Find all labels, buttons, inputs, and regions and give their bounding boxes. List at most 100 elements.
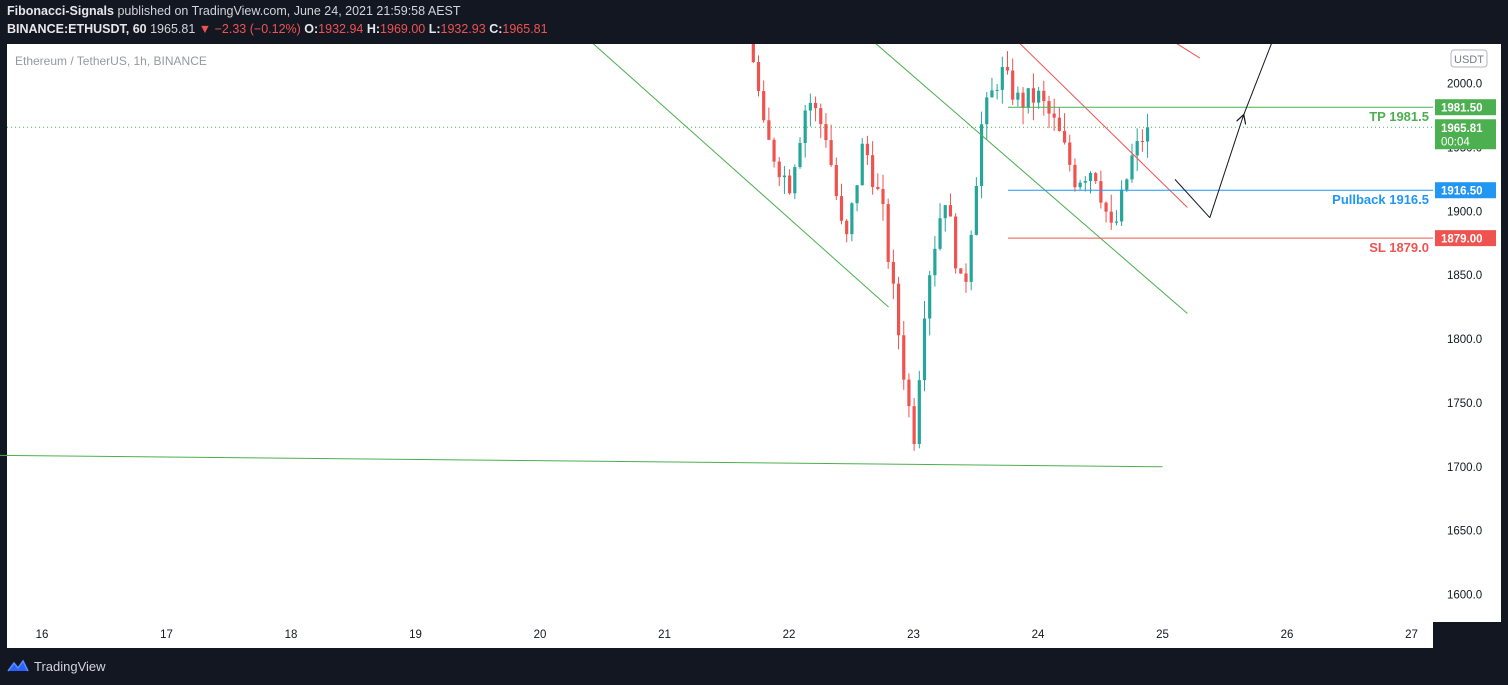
candle-body [1057,117,1061,131]
candle-body [1037,90,1041,103]
candle-body [767,120,771,140]
price-change: −2.33 (−0.12%) [214,22,301,36]
candle-body [1099,181,1103,203]
plot-area[interactable] [7,44,1433,622]
candle-body [808,102,812,111]
time-axis[interactable] [7,622,1433,648]
candle-body [1016,92,1020,100]
candle-body [959,268,963,274]
price-tick-label: 1750.0 [1447,398,1482,410]
chart-header: Fibonacci-Signals published on TradingVi… [0,0,1508,44]
candle-body [1130,155,1134,180]
candle-body [1114,221,1119,223]
candle-body [969,234,973,282]
candles-layer [751,44,1150,451]
level-price-badge-text: 1981.50 [1441,103,1483,115]
trendline [0,454,1163,468]
candle-body [1078,182,1082,188]
candle-body [928,275,932,319]
candle-body [912,406,916,444]
candle-body [948,205,953,217]
price-chart[interactable]: TP 2276.2TP 2136.0TP 2043.0TP 1981.5Pull… [0,44,1508,648]
time-axis-labels: 16 17 18 19 20 21 22 23 24 25 26 27 [36,629,1418,641]
time-tick-label: 25 [1156,629,1169,641]
close-label: C: [489,22,503,36]
time-tick-label: 27 [1405,629,1418,641]
trendline [875,44,1188,314]
candle-body [798,143,802,168]
level-price-badge [1435,99,1496,116]
symbol-label: BINANCE:ETHUSDT, 60 [7,22,147,36]
chart-watermark: Ethereum / TetherUS, 1h, BINANCE [15,54,207,68]
candle-body [845,220,849,235]
candle-body [876,186,880,190]
candle-body [938,218,942,249]
candle-body [964,273,968,282]
candle-body [865,143,870,156]
author-name[interactable]: Fibonacci-Signals [7,4,114,18]
candle-body [824,124,828,141]
candle-body [1021,92,1025,108]
time-tick-label: 21 [658,629,671,641]
current-price-badge [1435,119,1496,150]
candle-body [803,110,807,144]
level-label: Pullback 1916.5 [1332,192,1429,207]
tradingview-logo[interactable]: TradingView [7,658,106,674]
candle-body [829,140,833,166]
candle-body [954,216,958,269]
candle-body [1120,189,1124,222]
projection-arrow [1242,44,1272,116]
currency-badge[interactable] [1450,49,1488,68]
candle-body [907,379,911,407]
projection-segment [1174,179,1211,219]
open-label: O: [304,22,319,36]
candle-body [1042,90,1046,102]
candle-body [819,108,823,125]
footer: TradingView [0,648,1508,685]
open-value: 1932.94 [318,22,364,36]
high-label: H: [366,22,381,36]
low-value: 1932.93 [440,22,486,36]
candle-body [1062,130,1067,143]
candle-body [922,318,927,381]
candle-body [1094,173,1098,182]
time-tick-label: 24 [1032,629,1045,641]
time-tick-label: 20 [534,629,547,641]
time-tick-label: 16 [36,629,49,641]
projection-arrows [1174,44,1272,219]
candle-body [1005,67,1010,71]
candle-body [860,143,864,186]
candle-body [917,380,921,444]
candle-body [1109,211,1113,223]
price-tick-label: 1650.0 [1447,526,1482,538]
candle-body [871,155,875,187]
projection-arrow [1209,116,1244,218]
candle-body [813,102,818,109]
candle-body [933,248,937,276]
level-price-badge [1435,182,1496,199]
candle-body [756,62,761,92]
tradingview-logo-icon [7,659,29,672]
level-price-badge [1435,230,1496,247]
candle-body [1068,142,1072,165]
candle-body [1135,141,1139,156]
trendline [1019,44,1188,208]
level-label: SL 1879.0 [1369,240,1429,255]
tradingview-brand: TradingView [34,658,106,674]
levels-layer: TP 2276.2TP 2136.0TP 2043.0TP 1981.5Pull… [7,44,1433,255]
candle-body [1052,113,1056,118]
candle-body [995,89,999,91]
time-tick-label: 17 [160,629,173,641]
time-tick-label: 19 [409,629,422,641]
time-tick-label: 26 [1281,629,1294,641]
candle-body [886,204,890,262]
candle-body [788,175,792,194]
current-price-badge-text: 1965.81 [1441,123,1483,135]
price-tick-label: 1600.0 [1447,590,1482,602]
candle-body [1088,173,1093,182]
candle-body [1083,181,1087,183]
candle-body [1031,88,1036,103]
price-badges: 2276.202136.002043.001981.501916.501879.… [1435,99,1496,247]
price-tick-label: 1850.0 [1447,270,1482,282]
candle-body [762,91,766,121]
